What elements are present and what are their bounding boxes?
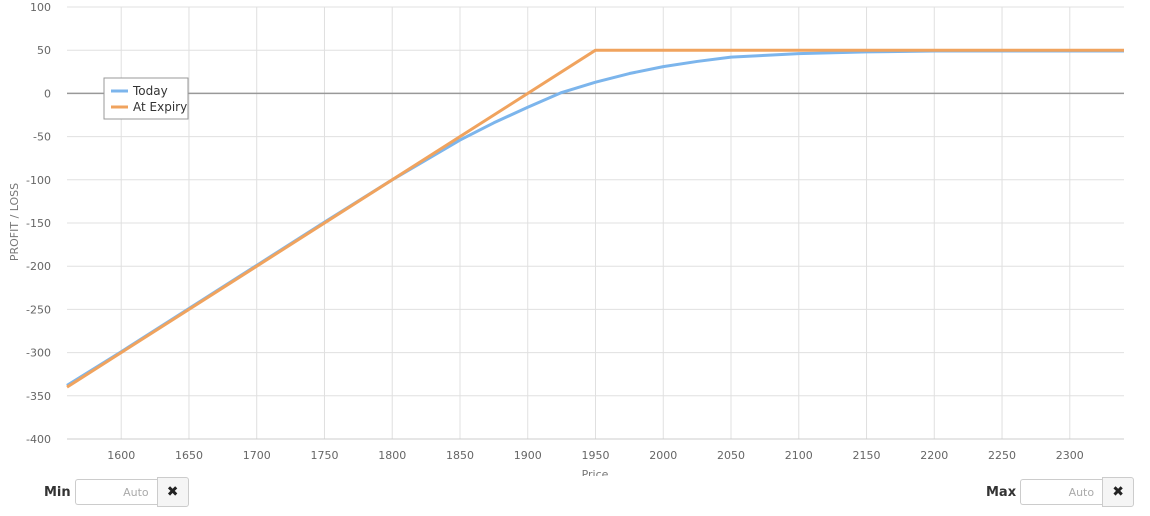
y-tick-label: -50 — [33, 131, 51, 144]
x-tick-label: 1900 — [514, 449, 542, 462]
chart-legend[interactable]: Today At Expiry — [103, 77, 189, 120]
y-tick-label: -250 — [26, 303, 51, 316]
min-range-control: Min ✖ — [44, 477, 189, 507]
x-axis-ticks: 1600 1650 1700 1750 1800 1850 1900 1950 2000 2050… — [107, 449, 1084, 462]
y-tick-label: 50 — [37, 44, 51, 57]
x-tick-label: 1750 — [310, 449, 338, 462]
x-tick-label: 2150 — [853, 449, 881, 462]
y-tick-label: -300 — [26, 347, 51, 360]
max-range-control: Max ✖ — [986, 477, 1135, 507]
close-icon: ✖ — [1112, 484, 1124, 500]
chart-series — [66, 48, 1124, 389]
x-tick-label: 2100 — [785, 449, 813, 462]
series-line-at-expiry[interactable] — [66, 48, 1124, 389]
x-tick-label: 1650 — [175, 449, 203, 462]
y-tick-label: 0 — [44, 87, 51, 100]
legend-item-at-expiry[interactable]: At Expiry — [133, 100, 187, 114]
y-tick-label: -100 — [26, 174, 51, 187]
y-tick-label: 100 — [30, 1, 51, 14]
x-tick-label: 1700 — [243, 449, 271, 462]
y-tick-label: -200 — [26, 260, 51, 273]
max-input[interactable] — [1020, 479, 1103, 505]
x-tick-label: 2050 — [717, 449, 745, 462]
x-tick-label: 2300 — [1056, 449, 1084, 462]
chart-grid — [67, 6, 1124, 440]
x-tick-label: 1850 — [446, 449, 474, 462]
min-clear-button[interactable]: ✖ — [156, 477, 189, 507]
close-icon: ✖ — [166, 484, 179, 500]
x-axis-label: Price — [582, 468, 609, 476]
x-tick-label: 1600 — [107, 449, 135, 462]
x-tick-label: 1800 — [378, 449, 406, 462]
legend-item-today[interactable]: Today — [132, 84, 168, 98]
legend-box — [103, 77, 189, 120]
x-tick-label: 2000 — [649, 449, 677, 462]
max-clear-button[interactable]: ✖ — [1102, 477, 1135, 507]
y-axis-ticks: 100 50 0 -50 -100 -150 -200 -250 -300 -350 -400 — [26, 1, 51, 446]
y-tick-label: -400 — [26, 433, 51, 446]
x-tick-label: 2200 — [920, 449, 948, 462]
profit-loss-chart: 100 50 0 -50 -100 -150 -200 -250 -300 -350 -400 16… — [8, 1, 1124, 476]
min-label: Min — [44, 484, 71, 500]
x-tick-label: 2250 — [988, 449, 1016, 462]
min-input[interactable] — [74, 479, 157, 505]
y-tick-label: -150 — [26, 217, 51, 230]
y-tick-label: -350 — [26, 390, 51, 403]
y-axis-label: PROFIT / LOSS — [8, 183, 21, 261]
max-label: Max — [986, 484, 1017, 500]
x-tick-label: 1950 — [582, 449, 610, 462]
